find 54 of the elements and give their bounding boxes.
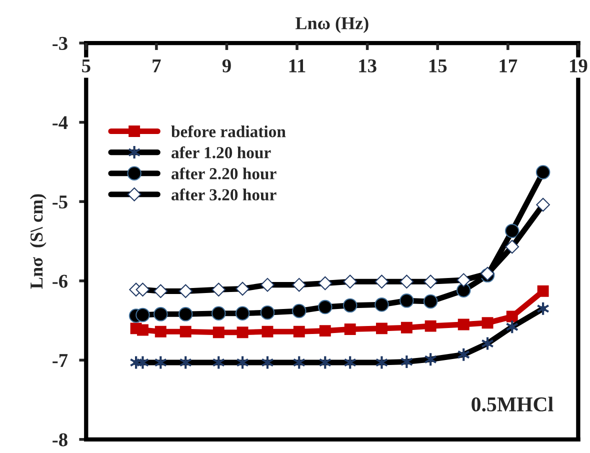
- point: [482, 317, 494, 329]
- x-tick-label: 11: [289, 59, 306, 72]
- point: [178, 307, 193, 322]
- y-tick-label: -4: [52, 116, 68, 130]
- x-tick-label: 5: [82, 59, 90, 72]
- point: [456, 283, 471, 298]
- point: [293, 326, 305, 338]
- legend-label: before radiation: [171, 125, 286, 138]
- point: [154, 307, 168, 322]
- x-tick-label: 9: [222, 59, 231, 72]
- point: [292, 304, 306, 318]
- x-axis-title: Lnω (Hz): [296, 16, 368, 33]
- y-tick-label: -7: [52, 354, 68, 367]
- point: [506, 310, 518, 322]
- x-tick-label: 15: [429, 59, 447, 72]
- point: [318, 300, 332, 314]
- x-tick-label: 7: [152, 59, 161, 72]
- point: [505, 224, 520, 238]
- y-tick-label: -8: [52, 433, 68, 446]
- point: [344, 323, 356, 335]
- x-tick-label: 13: [359, 59, 376, 72]
- point: [374, 298, 389, 312]
- annotation: 0.5MHCl: [472, 396, 554, 412]
- y-axis-title: Lnσ (S\ cm): [30, 194, 46, 289]
- point: [260, 305, 275, 320]
- point: [319, 325, 331, 337]
- legend-label: after 3.20 hour: [172, 188, 276, 200]
- point: [212, 326, 224, 338]
- point: [400, 294, 414, 308]
- point: [342, 298, 358, 313]
- point: [180, 326, 192, 338]
- point: [235, 306, 250, 320]
- point: [537, 285, 549, 297]
- x-tick-label: 17: [500, 59, 518, 72]
- y-tick-label: -6: [52, 274, 68, 288]
- point: [376, 322, 388, 334]
- point: [458, 318, 470, 330]
- point: [236, 326, 248, 338]
- point: [212, 306, 226, 320]
- point: [423, 294, 438, 309]
- point: [400, 322, 412, 334]
- point: [136, 308, 150, 322]
- point: [137, 324, 148, 336]
- point: [375, 355, 388, 370]
- point: [424, 320, 436, 332]
- y-tick-label: -3: [52, 36, 68, 50]
- legend-label: after 2.20 hour: [172, 167, 276, 180]
- point: [536, 165, 550, 180]
- legend-label: afer 1.20 hour: [172, 146, 271, 158]
- x-tick-label: 19: [570, 59, 588, 72]
- point: [154, 326, 166, 338]
- y-tick-label: -5: [52, 196, 68, 209]
- point: [136, 355, 150, 370]
- point: [262, 326, 274, 338]
